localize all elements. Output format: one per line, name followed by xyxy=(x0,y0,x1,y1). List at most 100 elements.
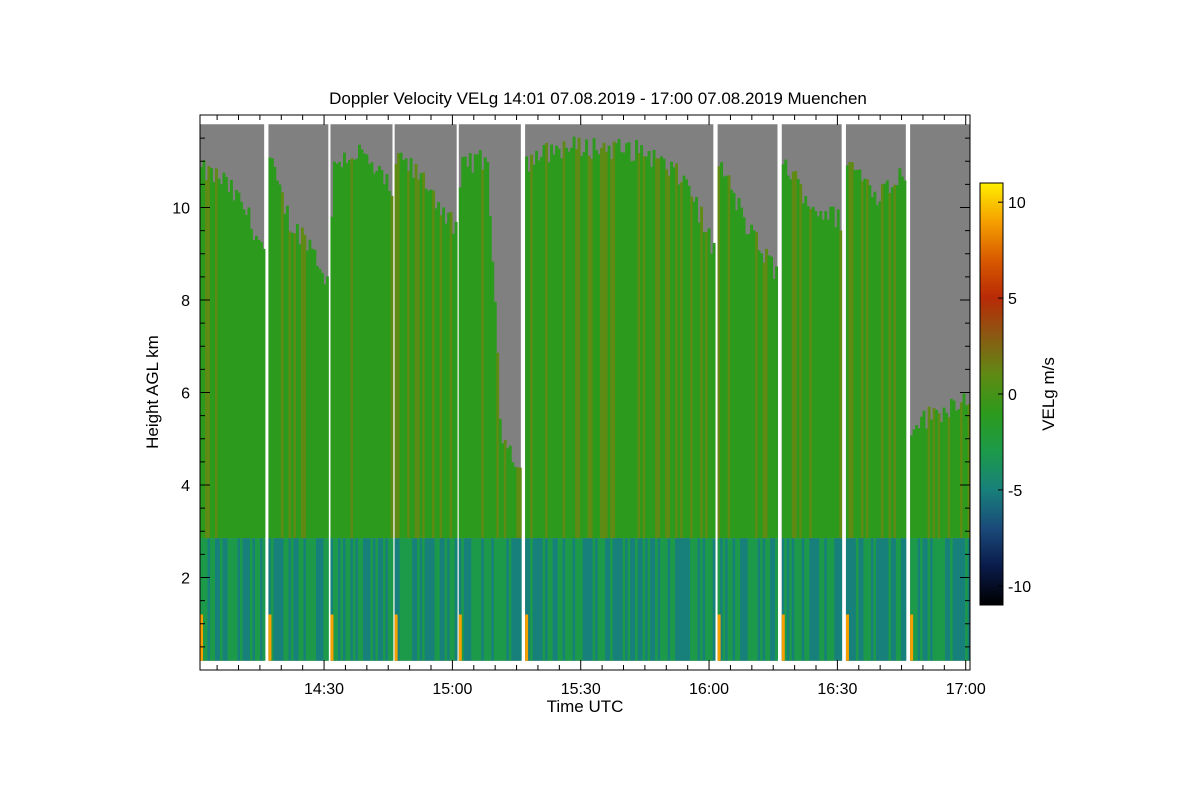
velocity-column-upper xyxy=(220,184,223,539)
velocity-column-upper xyxy=(875,205,879,539)
velocity-column-lower xyxy=(202,538,206,661)
velocity-column-upper xyxy=(702,232,706,539)
velocity-column-lower xyxy=(352,538,356,661)
velocity-column-lower xyxy=(804,538,808,661)
velocity-column-lower xyxy=(357,538,361,661)
velocity-column-lower xyxy=(685,538,689,661)
velocity-column-lower xyxy=(587,538,591,661)
velocity-column-lower xyxy=(290,538,294,661)
velocity-column-upper xyxy=(527,171,531,539)
velocity-column-upper xyxy=(752,230,756,539)
velocity-column-upper xyxy=(615,143,619,539)
near-surface-speckle xyxy=(781,614,785,661)
velocity-column-upper xyxy=(824,211,828,539)
velocity-column-upper xyxy=(200,166,203,539)
velocity-column-lower xyxy=(567,538,571,661)
velocity-column-upper xyxy=(745,234,749,539)
velocity-column-lower xyxy=(652,538,656,661)
velocity-column-upper xyxy=(355,158,359,539)
velocity-column-upper xyxy=(365,154,369,539)
velocity-column-lower xyxy=(367,538,371,661)
velocity-column-lower xyxy=(942,538,946,661)
velocity-column-lower xyxy=(404,538,408,661)
velocity-column-upper xyxy=(747,233,751,539)
velocity-column-upper xyxy=(250,228,253,539)
velocity-column-upper xyxy=(535,150,539,539)
velocity-column-upper xyxy=(285,205,289,539)
velocity-column-lower xyxy=(900,538,904,661)
velocity-column-upper xyxy=(491,261,495,539)
velocity-column-upper xyxy=(577,137,581,539)
velocity-column-lower xyxy=(775,538,779,661)
velocity-column-upper xyxy=(442,207,446,539)
velocity-column-lower xyxy=(635,538,639,661)
measurement-segment xyxy=(717,124,779,661)
velocity-column-upper xyxy=(508,445,512,539)
velocity-column-lower xyxy=(665,538,669,661)
velocity-column-lower xyxy=(845,538,849,661)
x-axis: 14:30 15:00 15:30 16:00 16:30 17:00 xyxy=(216,115,986,698)
velocity-column-lower xyxy=(625,538,629,661)
x-tick-label: 16:30 xyxy=(817,681,857,698)
velocity-column-lower xyxy=(880,538,884,661)
velocity-column-upper xyxy=(967,403,971,539)
velocity-column-upper xyxy=(476,154,480,539)
velocity-column-upper xyxy=(845,165,849,539)
near-surface-speckle xyxy=(458,614,462,661)
velocity-column-upper xyxy=(315,265,319,539)
velocity-column-upper xyxy=(880,184,884,539)
velocity-column-upper xyxy=(303,234,307,539)
velocity-column-lower xyxy=(814,538,818,661)
velocity-column-upper xyxy=(677,184,681,539)
velocity-column-lower xyxy=(755,538,759,661)
velocity-column-lower xyxy=(417,538,421,661)
velocity-column-upper xyxy=(225,177,228,539)
y-tick-label: 10 xyxy=(172,201,190,218)
velocity-column-lower xyxy=(705,538,709,661)
velocity-column-lower xyxy=(516,538,520,661)
velocity-column-upper xyxy=(836,209,840,539)
velocity-column-lower xyxy=(288,538,292,661)
velocity-column-lower xyxy=(471,538,475,661)
velocity-column-upper xyxy=(486,162,490,539)
velocity-column-upper xyxy=(910,435,914,539)
velocity-column-upper xyxy=(407,171,411,539)
velocity-column-lower xyxy=(397,538,401,661)
velocity-column-upper xyxy=(848,162,852,539)
velocity-column-lower xyxy=(725,538,729,661)
velocity-column-lower xyxy=(545,538,549,661)
velocity-column-upper xyxy=(320,273,324,539)
velocity-column-lower xyxy=(205,538,208,661)
velocity-column-lower xyxy=(503,538,507,661)
velocity-column-lower xyxy=(527,538,531,661)
velocity-column-upper xyxy=(647,151,651,539)
velocity-column-upper xyxy=(819,210,823,539)
velocity-column-upper xyxy=(855,170,859,539)
velocity-column-lower xyxy=(692,538,696,661)
velocity-column-lower xyxy=(781,538,785,661)
velocity-column-upper xyxy=(230,179,233,539)
velocity-column-lower xyxy=(796,538,800,661)
velocity-column-upper xyxy=(205,180,208,539)
velocity-column-lower xyxy=(402,538,406,661)
velocity-column-lower xyxy=(419,538,423,661)
velocity-column-lower xyxy=(816,538,820,661)
velocity-column-upper xyxy=(444,223,448,539)
velocity-column-upper xyxy=(712,242,716,539)
measurement-segments xyxy=(200,124,971,661)
velocity-column-lower xyxy=(622,538,626,661)
velocity-column-upper xyxy=(471,172,475,539)
velocity-column-upper xyxy=(821,219,825,539)
velocity-column-upper xyxy=(402,160,406,539)
velocity-column-lower xyxy=(550,538,554,661)
velocity-column-lower xyxy=(855,538,859,661)
velocity-column-lower xyxy=(690,538,694,661)
velocity-column-lower xyxy=(955,538,959,661)
velocity-column-lower xyxy=(620,538,624,661)
velocity-column-upper xyxy=(757,250,761,539)
velocity-column-lower xyxy=(237,538,241,661)
colorbar: 10 5 0 -5 -10 VELg m/s xyxy=(979,182,1058,606)
velocity-column-lower xyxy=(697,538,701,661)
velocity-column-lower xyxy=(565,538,569,661)
velocity-column-upper xyxy=(645,156,649,539)
